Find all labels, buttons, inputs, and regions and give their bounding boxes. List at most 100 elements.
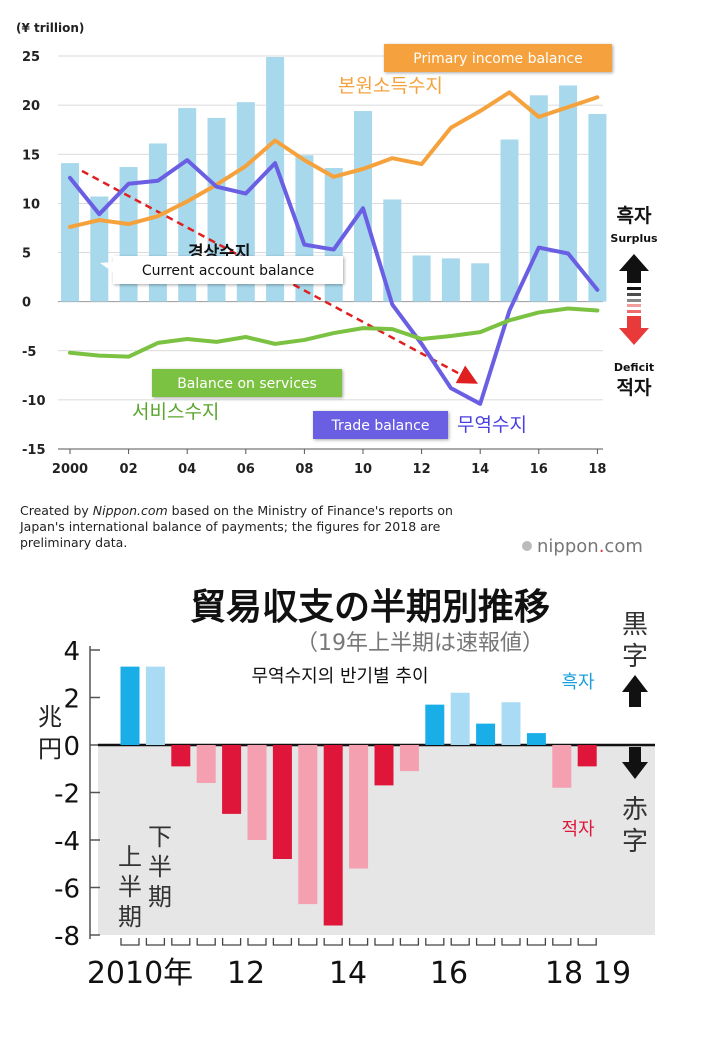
trade-bar — [145, 666, 165, 745]
current-account-bar — [441, 258, 460, 302]
x-bracket — [425, 938, 445, 946]
trade-bar — [552, 745, 572, 788]
y-tick-label: -5 — [22, 345, 36, 360]
surplus-label-ko: 흑자 — [561, 672, 595, 693]
x-tick-label: 08 — [295, 462, 313, 477]
x-bracket — [348, 938, 369, 946]
y-tick-label: 10 — [22, 197, 40, 212]
y-tick-label: -10 — [22, 394, 46, 409]
x-bracket — [501, 938, 521, 946]
x-tick-label: 06 — [237, 462, 255, 477]
trade-bar — [349, 745, 369, 869]
x-bracket — [475, 938, 496, 946]
y-tick-label: 0 — [63, 732, 80, 762]
surplus-label-ja: 黒 — [622, 610, 648, 640]
y-tick-label: -2 — [54, 780, 80, 810]
trade-bar — [298, 745, 318, 905]
x-tick-label: 10 — [354, 462, 372, 477]
x-tick-label: 16 — [430, 956, 468, 991]
y-tick-label: -15 — [22, 443, 46, 458]
trade-bar — [526, 733, 546, 745]
x-tick-label: 12 — [413, 462, 431, 477]
current-account-bar — [412, 255, 431, 302]
x-tick-label: 19 — [593, 956, 631, 991]
current-account-bar — [266, 56, 285, 302]
trade-balance-label: Trade balance — [331, 418, 430, 434]
x-tick-label: 12 — [227, 956, 265, 991]
trade-bar — [171, 745, 191, 767]
current-account-bar — [471, 263, 490, 302]
y-tick-label: 4 — [63, 637, 80, 667]
surplus-label-ko: 흑자 — [617, 204, 652, 227]
current-account-bar — [529, 95, 548, 302]
primary-income-label: Primary income balance — [413, 51, 582, 67]
x-bracket — [247, 938, 267, 946]
x-tick-label: 14 — [329, 956, 367, 991]
nippon-logo: nippon.com — [522, 536, 643, 557]
first-half-label: 半 — [118, 873, 142, 901]
trade-bar — [501, 702, 521, 745]
trade-bar — [450, 692, 470, 745]
trade-bar — [323, 745, 343, 926]
current-account-bar — [559, 85, 578, 302]
trade-bar — [476, 723, 496, 745]
current-account-label-box — [113, 256, 343, 284]
second-half-label: 期 — [148, 883, 172, 911]
deficit-label: Deficit — [614, 361, 654, 374]
x-bracket — [577, 938, 597, 946]
services-line — [68, 306, 600, 359]
primary-income-line — [68, 90, 600, 229]
x-bracket — [171, 938, 191, 946]
current-account-label: Current account balance — [142, 263, 314, 279]
x-tick-label: 02 — [120, 462, 138, 477]
x-bracket — [120, 938, 140, 946]
services-label-ko: 서비스수지 — [132, 401, 219, 423]
arrow-fade-bar — [627, 293, 641, 296]
second-half-label: 下 — [148, 823, 172, 851]
x-tick-label: 04 — [178, 462, 196, 477]
surplus-label: Surplus — [610, 232, 658, 245]
trend-chart: (¥ trillion) 25 20 15 10 5 0 -5 -10 -15 2000 02 04 0… — [16, 21, 658, 477]
x-bracket — [374, 938, 394, 946]
current-account-bar — [383, 199, 402, 302]
current-account-callout-tip — [100, 262, 113, 272]
source-note: Created by Nippon.com based on the Minis… — [20, 503, 453, 550]
trade-bar — [577, 745, 597, 767]
y-tick-label: 5 — [22, 247, 31, 262]
arrow-fade-bar — [627, 304, 641, 307]
half-year-trade-chart: 4 2 0 -2 -4 -6 -8 2010年 12 14 16 18 19 貿易収支の半期別推移 （19… — [38, 587, 655, 991]
unit-label: 円 — [38, 735, 62, 763]
trade-balance-label-box — [313, 411, 448, 439]
x-tick-label: 14 — [471, 462, 489, 477]
unit-label: (¥ trillion) — [16, 21, 84, 35]
x-bracket — [450, 938, 470, 946]
current-account-bar — [236, 102, 255, 302]
deficit-label-ja: 赤 — [622, 795, 648, 825]
services-label: Balance on services — [177, 376, 317, 392]
services-label-box — [152, 369, 342, 397]
surplus-arrow-icon — [622, 675, 648, 707]
trade-balance-label-ko: 무역수지 — [457, 414, 527, 436]
chart-title-ko: 무역수지의 반기별 추이 — [251, 666, 428, 687]
chart-title: 貿易収支の半期別推移 — [190, 587, 550, 628]
arrow-fade-bar — [627, 299, 641, 302]
primary-income-label-ko: 본원소득수지 — [338, 75, 443, 97]
deficit-label-ko: 적자 — [561, 819, 595, 840]
deficit-label-ja: 字 — [622, 827, 648, 857]
trade-bar — [399, 745, 419, 772]
x-bracket — [272, 938, 293, 946]
arrow-fade-bar — [627, 287, 641, 290]
y-tick-label: 2 — [63, 685, 80, 715]
trade-balance-line — [68, 158, 600, 406]
x-bracket — [196, 938, 216, 946]
x-tick-label: 2000 — [52, 462, 88, 477]
current-account-bar — [500, 139, 519, 302]
first-half-label: 期 — [118, 903, 142, 931]
y-tick-label: 25 — [22, 50, 40, 65]
x-bracket — [399, 938, 420, 946]
current-account-bar — [588, 113, 607, 302]
current-account-bar — [178, 108, 197, 302]
second-half-label: 半 — [148, 853, 172, 881]
trade-bar — [272, 745, 292, 859]
trade-bar — [196, 745, 216, 783]
